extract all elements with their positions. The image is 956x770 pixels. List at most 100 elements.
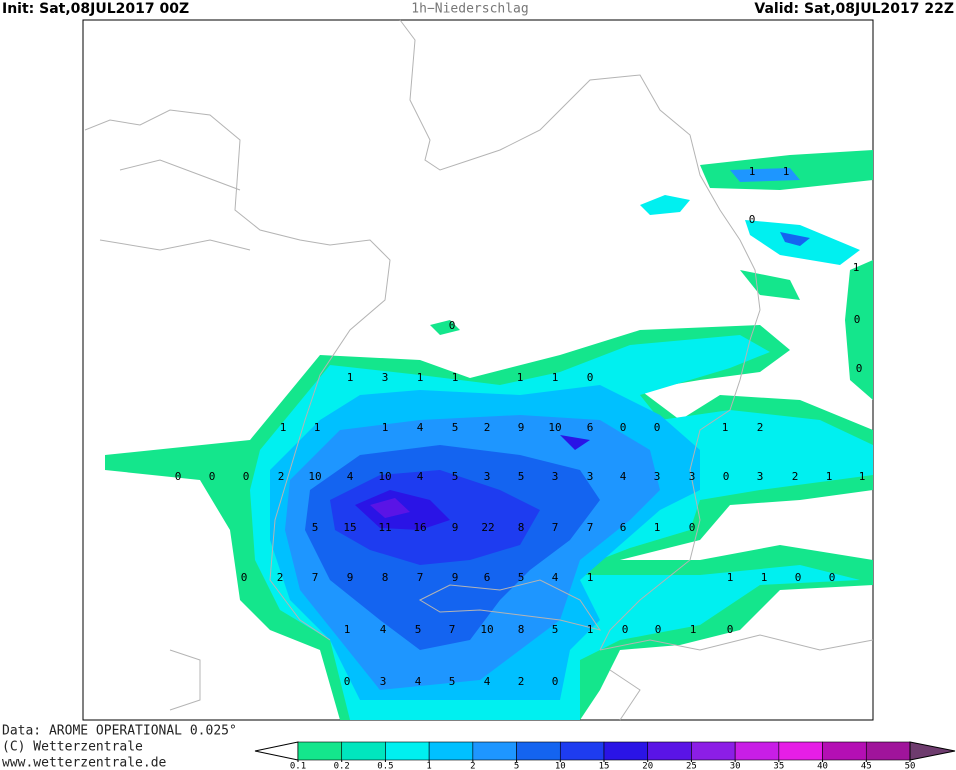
contour-label: 4 [484,675,491,688]
colorbar-tick-label: 0.2 [334,762,350,770]
contour-label: 7 [449,623,456,636]
map-title: 1h−Niederschlag [411,2,528,17]
colorbar-tick-label: 0.5 [377,762,393,770]
contour-label: 9 [518,421,525,434]
contour-label: 0 [654,421,661,434]
contour-label: 5 [415,623,422,636]
contour-label: 0 [587,371,594,384]
precip-field [105,150,873,720]
colorbar-segment [734,741,780,761]
contour-label: 0 [655,623,662,636]
contour-label: 5 [552,623,559,636]
footer-line: Data: AROME OPERATIONAL 0.025° [2,724,237,739]
contour-label: 3 [484,470,491,483]
contour-label: 4 [347,470,354,483]
contour-label: 3 [689,470,696,483]
contour-label: 2 [484,421,491,434]
contour-label: 4 [380,623,387,636]
colorbar-tick-label: 20 [642,762,653,770]
contour-labels: 1 3 1 1 1 1 01 1 1 4 5 2 9 10 6 0 0 1 20 0 0 2 10 4 10 4 5 3 5 3 3 4 3 3 0… [175,165,866,688]
colorbar-tick-label: 35 [773,762,784,770]
contour-label: 0 [689,521,696,534]
contour-label: 5 [452,421,459,434]
colorbar-segment [385,741,430,761]
contour-label: 0 [209,470,216,483]
contour-label: 5 [312,521,319,534]
contour-label: 7 [552,521,559,534]
contour-label: 0 [175,470,182,483]
contour-label: 3 [552,470,559,483]
contour-label: 10 [548,421,561,434]
contour-label: 10 [308,470,321,483]
contour-label: 9 [347,571,354,584]
contour-label: 22 [481,521,494,534]
valid-time: Valid: Sat,08JUL2017 22Z [754,1,954,17]
contour-label: 10 [378,470,391,483]
colorbar-tick-label: 50 [905,762,916,770]
contour-label: 0 [243,470,250,483]
contour-label: 3 [757,470,764,483]
contour-label: 0 [241,571,248,584]
contour-label: 2 [757,421,764,434]
contour-label: 1 [690,623,697,636]
contour-label: 0 [829,571,836,584]
colorbar-segment [297,741,343,761]
contour-label: 0 [749,213,756,226]
contour-label: 7 [312,571,319,584]
contour-label: 5 [518,470,525,483]
contour-label: 1 [552,371,559,384]
contour-label: 0 [344,675,351,688]
contour-label: 8 [382,571,389,584]
colorbar-segment [865,741,911,761]
map: 1 3 1 1 1 1 01 1 1 4 5 2 9 10 6 0 0 1 20 0 0 2 10 4 10 4 5 3 5 3 3 4 3 3 0… [82,19,874,721]
colorbar-under [254,741,299,761]
contour-label: 15 [343,521,356,534]
contour-label: 0 [449,319,456,332]
contour-label: 8 [518,521,525,534]
contour-label: 0 [727,623,734,636]
contour-label: 1 [517,371,524,384]
colorbar-segment [472,741,517,761]
colorbar-over [909,741,956,761]
contour-label: 3 [382,371,389,384]
contour-label: 1 [727,571,734,584]
colorbar-segment [603,741,649,761]
contour-label: 8 [518,623,525,636]
footer-line: (C) Wetterzentrale [2,740,143,755]
colorbar: 0.1 0.2 0.5 1 2 5 10 15 20 25 30 35 40 45 50 [254,741,956,770]
colorbar-segment [341,741,386,761]
colorbar-tick-label: 10 [555,762,566,770]
contour-label: 1 [761,571,768,584]
colorbar-tick-label: 25 [686,762,697,770]
contour-label: 1 [417,371,424,384]
borders [84,19,874,721]
colorbar-segment [516,741,561,761]
contour-label: 0 [622,623,629,636]
contour-label: 4 [620,470,627,483]
colorbar-segment [778,741,823,761]
contour-label: 1 [749,165,756,178]
contour-label: 2 [518,675,525,688]
contour-label: 1 [382,421,389,434]
contour-label: 2 [277,571,284,584]
colorbar-tick-label: 15 [599,762,610,770]
contour-label: 7 [417,571,424,584]
contour-label: 1 [826,470,833,483]
colorbar-tick-label: 40 [817,762,828,770]
contour-label: 0 [620,421,627,434]
contour-label: 0 [856,362,863,375]
contour-label: 6 [484,571,491,584]
contour-label: 1 [783,165,790,178]
colorbar-segment [647,741,692,761]
contour-label: 4 [417,421,424,434]
contour-label: 1 [587,571,594,584]
contour-label: 0 [854,313,861,326]
contour-label: 3 [380,675,387,688]
contour-label: 1 [853,261,860,274]
contour-label: 1 [452,371,459,384]
footer-line: www.wetterzentrale.de [2,756,167,770]
contour-label: 6 [620,521,627,534]
colorbar-tick-label: 0.1 [290,762,306,770]
contour-label: 3 [587,470,594,483]
contour-label: 1 [654,521,661,534]
